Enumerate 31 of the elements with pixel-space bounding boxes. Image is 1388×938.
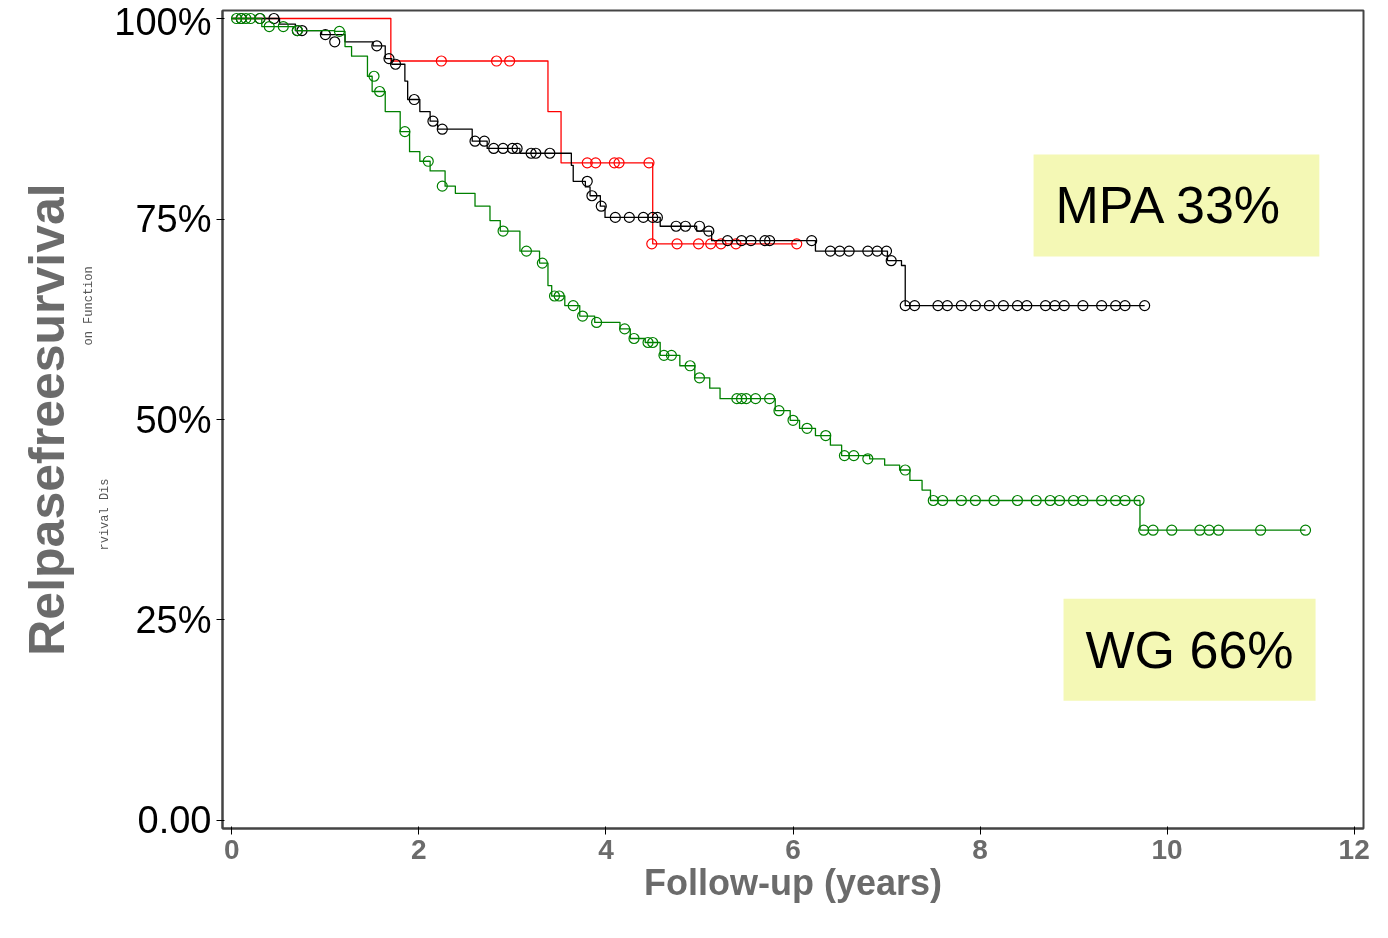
point [715, 238, 727, 250]
x-tick-label: 10 [1151, 833, 1183, 865]
point [791, 238, 803, 250]
point [671, 238, 683, 250]
point [613, 157, 625, 169]
text: rvival Dis [97, 478, 112, 551]
point [581, 157, 593, 169]
x-tick-label: 0 [224, 833, 240, 865]
point [608, 157, 620, 169]
point [490, 55, 503, 67]
point [730, 238, 742, 250]
point [646, 238, 658, 250]
y-tick-label: 100% [114, 0, 212, 43]
x-tick-label: 4 [598, 833, 615, 865]
y-tick-label: 25% [135, 598, 212, 641]
point [692, 238, 705, 250]
x-tick-label: 2 [411, 833, 427, 865]
y-tick-label: 75% [135, 198, 212, 241]
annotation: MPA 33% [1055, 176, 1281, 235]
point [590, 157, 602, 169]
point [643, 157, 655, 169]
x-tick-label: 12 [1338, 833, 1370, 865]
y-tick-label: 50% [135, 398, 212, 441]
y-axis-title: Relpasefreesurvival [18, 183, 75, 656]
text: on Function [81, 266, 96, 346]
point [435, 55, 447, 67]
point [504, 55, 516, 67]
annotation: WG 66% [1085, 620, 1294, 679]
y-tick-label: 0.00 [137, 799, 212, 842]
point [705, 238, 717, 250]
x-tick-label: 8 [972, 833, 988, 865]
